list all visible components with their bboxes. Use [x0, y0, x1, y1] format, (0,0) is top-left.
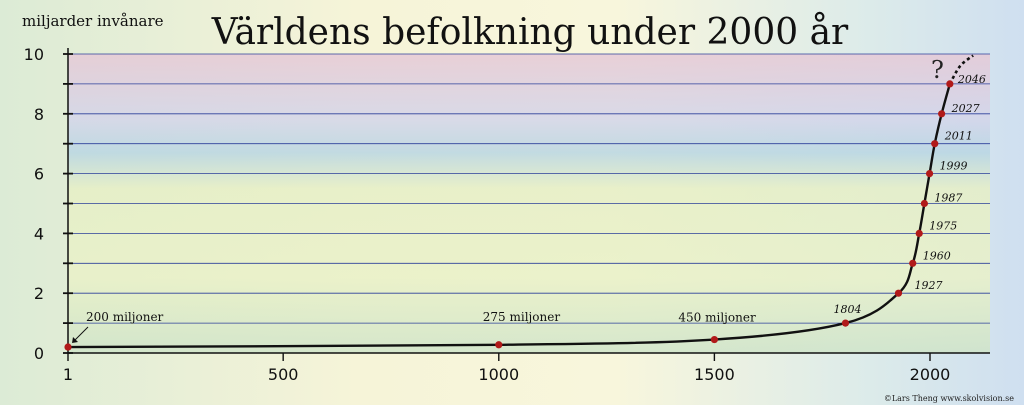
- point-label-1000: 275 miljoner: [483, 310, 561, 324]
- x-tick-label: 2000: [910, 365, 951, 384]
- y-tick-label: 4: [34, 224, 44, 243]
- data-point-1975: [915, 229, 923, 237]
- x-tick-label: 1: [63, 365, 73, 384]
- x-tick-label: 1500: [694, 365, 735, 384]
- data-point-2046: [946, 80, 954, 88]
- point-label-1975: 1975: [929, 219, 957, 232]
- first-label-arrow-head: [72, 337, 78, 344]
- grid-lines: [68, 53, 990, 324]
- y-tick-label: 0: [34, 344, 44, 363]
- point-labels: 200 miljoner 275 miljoner 450 miljoner 1804…: [72, 73, 986, 344]
- data-point-1999: [925, 170, 934, 178]
- data-point-1960: [909, 259, 917, 267]
- data-points: [64, 80, 954, 351]
- axes: [63, 48, 990, 361]
- point-label-1804: 1804: [833, 303, 861, 316]
- chart-title: Världens befolkning under 2000 år: [211, 12, 849, 53]
- y-axis-label: miljarder invånare: [22, 12, 164, 30]
- data-point-2027: [938, 110, 946, 118]
- data-point-1804: [841, 319, 850, 327]
- point-label-2046: 2046: [957, 73, 986, 86]
- data-point-1500: [710, 335, 718, 344]
- y-tick-label: 2: [34, 284, 44, 303]
- point-label-2011: 2011: [944, 130, 973, 143]
- projection-question-mark: ?: [931, 56, 944, 84]
- projection-line: [948, 54, 974, 85]
- credit-text: ©Lars Theng www.skolvision.se: [884, 394, 1014, 403]
- point-label-2027: 2027: [951, 102, 980, 115]
- data-point-1987: [920, 199, 928, 208]
- y-tick-label: 8: [34, 105, 44, 124]
- point-label-1500: 450 miljoner: [678, 311, 756, 325]
- y-tick-label: 10: [24, 45, 44, 64]
- data-point-1927: [894, 289, 903, 297]
- point-label-1960: 1960: [923, 249, 951, 262]
- data-point-1000: [495, 341, 503, 349]
- x-tick-label: 1000: [478, 365, 519, 384]
- data-point-1: [64, 343, 72, 351]
- point-label-1999: 1999: [940, 160, 968, 173]
- data-point-2011: [931, 140, 939, 148]
- point-label-1987: 1987: [934, 192, 962, 205]
- x-tick-label: 500: [268, 365, 299, 384]
- point-label-1927: 1927: [915, 279, 943, 292]
- y-tick-label: 6: [34, 165, 44, 184]
- point-label-1: 200 miljoner: [86, 310, 164, 324]
- first-label-arrow-line: [73, 326, 89, 342]
